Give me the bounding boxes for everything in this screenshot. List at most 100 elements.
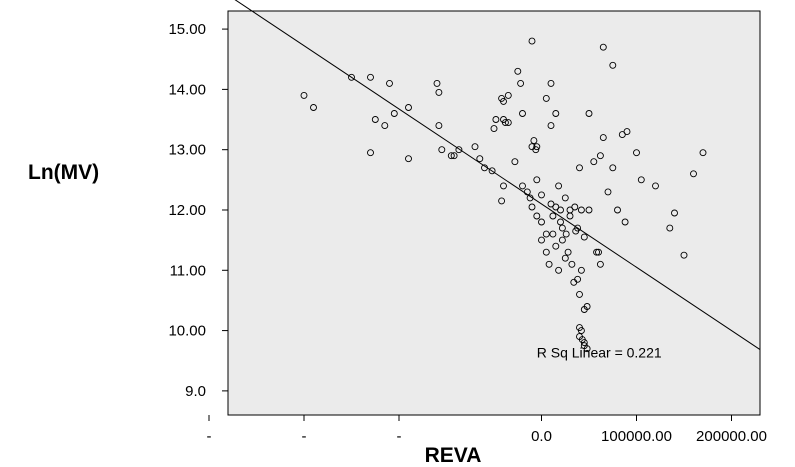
plot-area <box>227 10 761 416</box>
data-point <box>576 324 583 332</box>
data-point <box>614 206 621 214</box>
data-point <box>371 116 379 123</box>
r-squared-annotation: R Sq Linear = 0.221 <box>537 345 662 361</box>
data-point <box>576 164 583 172</box>
data-point <box>564 248 572 256</box>
data-point <box>561 194 569 202</box>
data-point <box>552 110 560 117</box>
data-point <box>514 67 522 75</box>
data-point <box>500 97 507 105</box>
y-tick-label: 12.00 <box>168 202 206 219</box>
data-point <box>386 79 393 87</box>
data-point <box>557 218 564 226</box>
points-group <box>300 37 707 353</box>
y-tick-label: 15.00 <box>168 21 206 38</box>
x-tick-label: - <box>397 428 402 445</box>
data-point <box>555 182 563 190</box>
data-point <box>680 251 688 259</box>
data-point <box>574 275 582 283</box>
data-point <box>593 248 601 256</box>
data-point <box>609 164 617 172</box>
x-tick-label: - <box>302 428 307 445</box>
y-tick-label: 11.00 <box>170 262 206 279</box>
data-point <box>542 248 550 256</box>
data-point <box>533 176 541 184</box>
data-point <box>599 43 607 51</box>
data-point <box>533 212 541 220</box>
data-point <box>435 88 443 96</box>
data-point <box>666 224 674 232</box>
data-point <box>405 155 412 163</box>
data-point <box>652 182 659 190</box>
y-tick-label: 9.0 <box>185 383 206 400</box>
fit-line <box>234 0 761 350</box>
data-point <box>490 125 498 133</box>
data-point <box>435 122 443 130</box>
data-point <box>558 224 566 232</box>
data-point <box>523 188 531 196</box>
data-point <box>381 122 389 130</box>
data-point <box>481 164 488 172</box>
data-point <box>450 152 458 160</box>
data-point <box>538 218 545 226</box>
data-point <box>545 260 553 268</box>
y-axis-label: Ln(MV) <box>28 161 99 184</box>
data-point <box>583 303 591 310</box>
data-point <box>671 209 678 217</box>
y-tick-label: 13.00 <box>168 142 206 159</box>
data-point <box>405 104 412 111</box>
data-point <box>623 128 631 136</box>
data-point <box>596 260 604 268</box>
data-point <box>367 73 374 81</box>
data-point <box>300 91 308 99</box>
data-point <box>621 218 629 226</box>
data-point <box>538 191 545 199</box>
data-point <box>501 119 509 127</box>
x-tick-label: 200000.00 <box>696 428 767 445</box>
data-point <box>542 230 550 238</box>
data-point <box>348 73 355 81</box>
x-ticks: - - - 0.0 100000.00 200000.00 <box>207 415 767 445</box>
data-point <box>568 260 576 268</box>
data-point <box>433 79 441 87</box>
data-point <box>547 79 555 87</box>
data-point <box>511 158 519 166</box>
data-point <box>438 146 446 154</box>
data-point <box>571 203 579 211</box>
data-point <box>492 116 500 123</box>
data-point <box>699 149 707 157</box>
data-point <box>530 137 538 145</box>
data-point <box>555 266 563 274</box>
data-point <box>519 182 526 190</box>
data-point <box>574 224 582 232</box>
data-point <box>532 146 540 154</box>
y-ticks: 15.00 14.00 13.00 12.00 11.00 10.00 9.0 <box>168 21 228 400</box>
x-tick-label: - <box>207 428 212 445</box>
data-point <box>558 236 566 244</box>
fit-line-group <box>234 0 761 350</box>
data-point <box>471 143 479 151</box>
data-point <box>577 266 585 274</box>
data-point <box>390 110 398 117</box>
data-point <box>604 188 612 196</box>
data-point <box>690 170 697 178</box>
data-point <box>609 61 617 69</box>
data-point <box>367 149 374 157</box>
data-point <box>519 110 526 117</box>
data-point <box>533 143 541 151</box>
y-tick-label: 14.00 <box>168 81 206 98</box>
data-point <box>585 110 593 117</box>
data-point <box>633 149 640 157</box>
data-point <box>542 94 550 102</box>
data-point <box>583 345 591 353</box>
data-point <box>538 236 545 244</box>
data-point <box>549 212 557 220</box>
data-point <box>547 122 555 130</box>
data-point <box>488 167 496 175</box>
data-point <box>590 158 598 166</box>
data-point <box>557 206 564 214</box>
data-point <box>576 290 583 298</box>
x-axis-label: REVA <box>425 444 482 467</box>
data-point <box>504 91 512 99</box>
